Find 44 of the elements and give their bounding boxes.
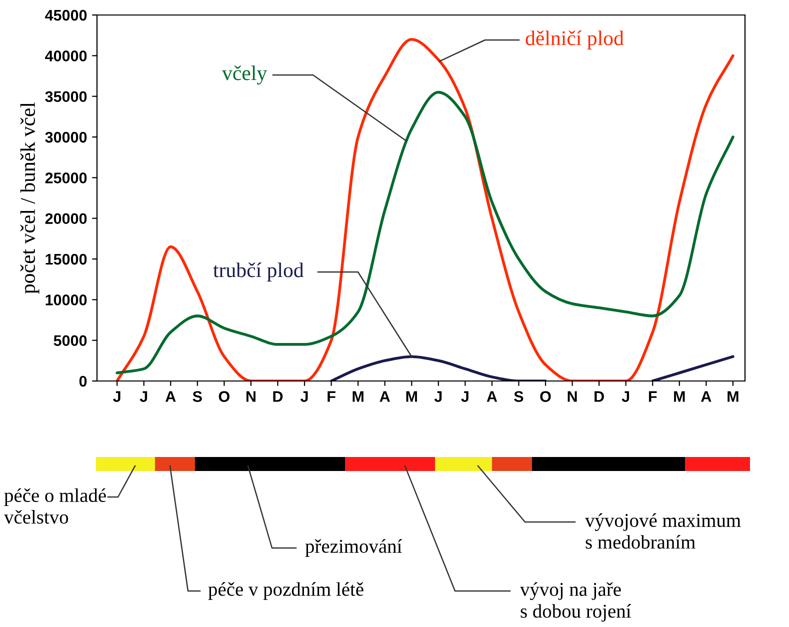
x-tick-label: J [461,391,468,402]
y-tick-label: 20000 [45,213,87,224]
y-tick-label: 5000 [54,335,87,346]
x-tick-label: A [380,391,390,402]
y-tick-label: 35000 [45,91,87,102]
x-tick-label: A [486,391,498,402]
text: vývojové maximum s medobraním [585,513,741,549]
y-tick-label: 40000 [45,50,87,62]
x-tick-label: O [218,391,230,402]
x-tick-label: M [352,391,364,402]
text: trubčí plod [213,262,304,282]
y-tick-label: 25000 [45,172,87,184]
line-series [116,90,734,374]
x-tick-label: S [514,391,524,402]
text: včely [222,66,268,84]
x-tick-label: M [728,391,738,402]
x-tick-label: M [674,391,685,402]
x-tick-label: J [300,391,308,402]
y-tick-label: 30000 [45,132,87,143]
x-tick-label: J [140,391,148,402]
text: přezimování [305,539,402,557]
x-tick-label: A [166,391,176,402]
x-tick-label: A [701,391,712,402]
x-tick-label: D [273,391,283,402]
x-tick-label: S [192,391,202,402]
y-tick-label: 15000 [46,254,87,265]
y-tick-label: 10000 [46,294,87,306]
x-tick-label: F [648,391,657,402]
x-tick-label: N [568,391,577,402]
y-tick-label: 45000 [45,10,87,21]
x-tick-label: J [622,391,630,402]
x-tick-label: D [594,391,604,402]
text: vývoj na jaře s dobou rojení [520,582,632,622]
x-tick-label: J [113,391,120,402]
x-tick-label: J [434,391,442,402]
x-tick-label: F [328,391,336,402]
y-axis-title: počet včel / buněk včel [20,102,40,294]
x-tick-label: N [246,391,256,402]
text: péče o mladé včelstvo [4,488,106,524]
y-tick-label: 0 [79,376,87,387]
x-tick-label: M [406,391,417,402]
text: dělničí plod [526,30,624,50]
x-tick-label: O [540,391,551,402]
text: péče v pozdním létě [208,582,364,600]
